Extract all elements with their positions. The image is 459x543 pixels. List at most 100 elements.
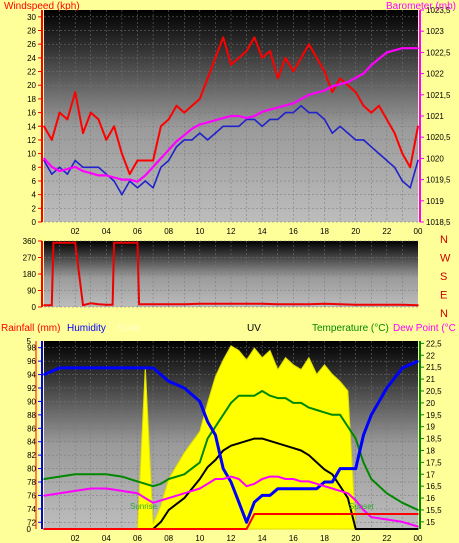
x-tick-label: 18 [320,227,329,236]
rain-point [183,528,186,530]
humidity-axes: 72 74 76 78 80 82 84 86 88 90 92 94 96 98 15 15,5 16 16,5… [27,337,443,543]
humidity-point [292,487,295,490]
left-tick-label: 96 [27,357,36,366]
direction-point [111,304,114,306]
compass-label: W [440,253,451,265]
humidity-point [136,367,139,369]
temperature-axis-label: Temperature (°C) [312,323,389,334]
uv-point [183,497,186,499]
gust-point [276,77,279,80]
direction-point [89,302,92,305]
dew_point-point [230,475,232,478]
wind-barometer-chart: 0246810121416182022242628301018,51019101… [4,1,456,236]
rain-point [417,513,419,515]
dew_point-point [386,518,388,521]
dew_point-point [199,487,201,490]
x-tick-label: 06 [133,227,142,236]
left-tick-label: 20 [27,81,36,90]
gust-point [292,70,295,73]
gust-point [206,77,209,80]
rain-point [269,513,271,515]
dew_point-point [160,499,162,502]
humidity-point [347,467,349,470]
left-tick-label: 76 [27,491,36,500]
direction-point [50,304,53,306]
rain-point [222,528,225,530]
barometer-point [136,180,139,183]
gust-point [183,111,186,114]
humidity-axis-label: Humidity [67,323,106,334]
rain-point [167,528,170,530]
left-tick-label: 24 [27,54,36,63]
temperature-point [160,482,162,485]
temperature-point [354,437,357,440]
right-tick-label: 15 [426,518,435,527]
barometer-point [245,117,248,119]
rain-point [199,528,201,530]
barometer-point [105,174,108,177]
uv-point [386,528,388,530]
rain-point [74,528,76,530]
x-tick-label: 14 [258,534,267,543]
avg_wind-point [144,180,147,182]
temperature-point [183,473,186,476]
rain-point [160,528,162,530]
rain-point [121,528,123,530]
direction-point [128,242,131,244]
gust-point [136,159,139,162]
avg_wind-point [74,159,76,162]
gust-point [160,125,162,128]
right-tick-label: 18 [426,446,435,455]
dew_point-point [58,492,61,495]
humidity-point [245,521,248,524]
direction-point [144,303,147,306]
direction-point [308,303,310,306]
right-tick-label: 16,5 [426,482,442,491]
left-tick-label: 12 [27,136,36,145]
left-tick-label: 4 [32,191,37,200]
avg_wind-point [323,118,326,121]
avg_wind-point [409,187,412,189]
direction-point [261,302,263,305]
humidity-point [370,414,373,416]
rain-point [253,513,256,515]
wind-axes: 0246810121416182022242628301018,51019101… [27,6,451,236]
left-tick-label: 180 [23,270,37,279]
direction-point [370,304,373,306]
temperature-point [222,413,225,416]
temperature-point [144,482,147,485]
temperature-point [214,425,217,428]
left-tick-label: 80 [27,465,36,474]
left-tick-label: 74 [27,505,36,514]
x-tick-label: 04 [102,534,111,543]
x-tick-label: 08 [164,534,173,543]
humidity-line [43,359,419,524]
avg_wind-point [292,111,295,114]
x-tick-label: 20 [351,227,360,236]
avg_wind-point [199,132,201,134]
left-tick-label: 78 [27,478,36,487]
gust-point [347,84,349,87]
rain-point [237,528,240,530]
right-tick-label: 1023 [426,27,444,36]
direction-point [276,303,279,306]
barometer-point [300,98,302,100]
uv-axis-label: UV [247,323,261,334]
barometer-point [113,176,115,179]
gust-point [199,98,201,100]
uv-point [401,528,404,530]
humidity-point [206,420,209,423]
temperature-point [105,473,108,476]
barometer-point [128,178,131,181]
right-tick-label: 1019 [426,197,444,206]
rain-point [300,513,302,515]
gust-point [222,36,225,39]
avg_wind-point [167,159,170,162]
gust-point [315,57,318,59]
gust-point [253,36,256,39]
rain-tick-label: 5 [27,337,32,346]
temperature-point [315,409,318,411]
rain-point [105,528,108,530]
